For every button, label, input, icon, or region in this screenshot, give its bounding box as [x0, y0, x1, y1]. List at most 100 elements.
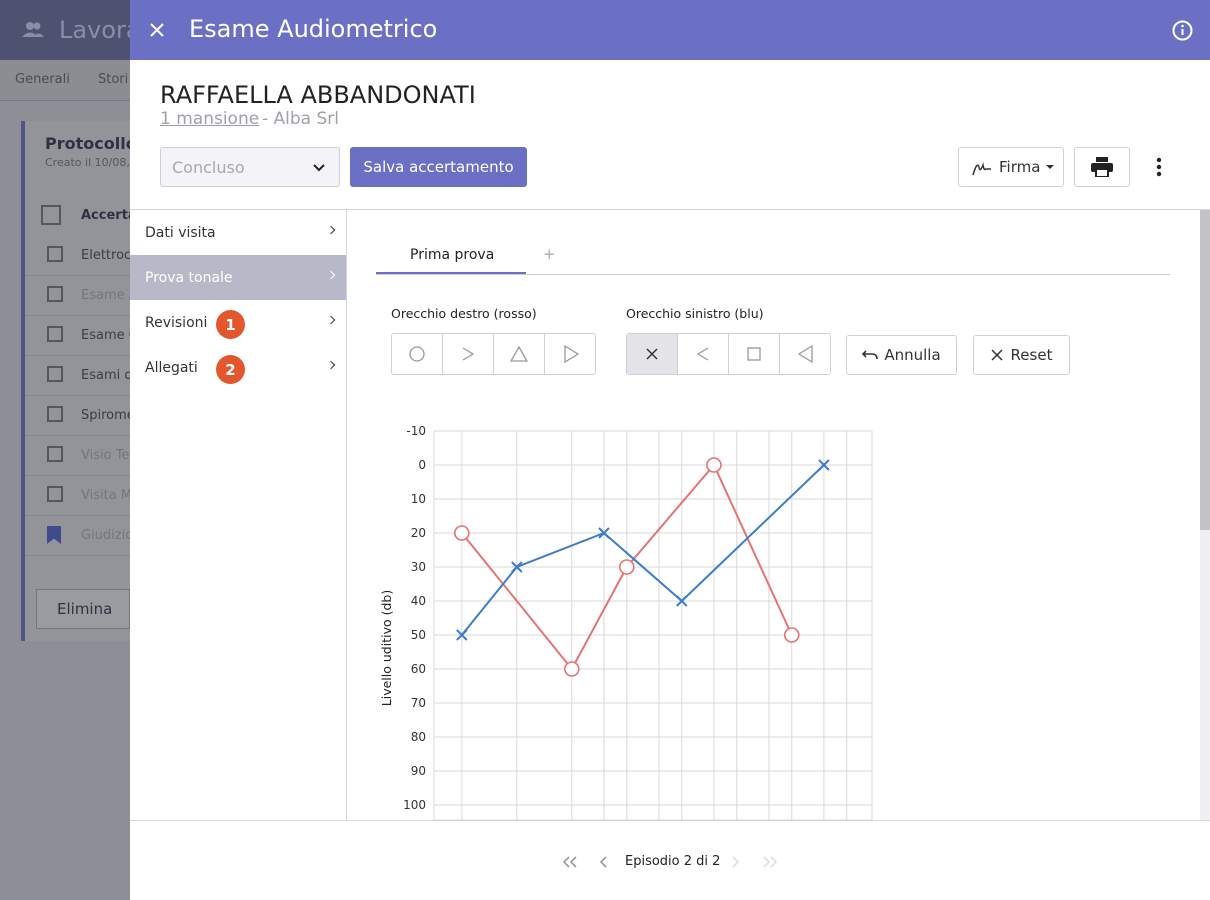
checkbox[interactable]	[41, 205, 61, 225]
save-button[interactable]: Salva accertamento	[350, 147, 527, 187]
symbol-circle[interactable]	[392, 334, 443, 374]
checkbox[interactable]	[47, 446, 63, 462]
sign-button[interactable]: Firma	[958, 147, 1064, 187]
row-line	[25, 315, 130, 316]
y-tick-label: 80	[411, 730, 426, 744]
checkbox[interactable]	[47, 406, 63, 422]
next-page[interactable]	[731, 856, 741, 868]
reset-label: Reset	[1010, 346, 1053, 364]
y-tick-label: 20	[411, 526, 426, 540]
symbol-left-triangle[interactable]	[780, 334, 831, 374]
checkbox[interactable]	[47, 486, 63, 502]
status-value: Concluso	[172, 157, 245, 177]
reset-button[interactable]: Reset	[973, 335, 1070, 375]
row-line	[25, 555, 130, 556]
close-icon[interactable]	[149, 22, 165, 38]
symbol-play[interactable]	[545, 334, 596, 374]
users-icon	[22, 22, 44, 37]
row-line	[25, 355, 130, 356]
divider	[130, 209, 1210, 210]
chevron-down	[313, 164, 325, 172]
patient-company: - Alba Srl	[262, 109, 340, 129]
list-item: Esami de	[81, 368, 141, 383]
delete-button[interactable]	[36, 589, 130, 629]
info-icon[interactable]	[1172, 20, 1193, 41]
row-line	[25, 275, 130, 276]
tab-line	[376, 274, 1170, 275]
marker	[511, 561, 523, 573]
right-symbols	[391, 333, 596, 375]
list-item: Spirome	[81, 408, 135, 423]
more-icon[interactable]	[1156, 157, 1162, 177]
symbol-x[interactable]	[627, 334, 678, 374]
symbol-gt[interactable]	[443, 334, 494, 374]
badge: 1	[216, 310, 245, 339]
sign-label: Firma	[999, 158, 1041, 176]
y-tick-label: 40	[411, 594, 426, 608]
row-line	[25, 475, 130, 476]
sidebar-item[interactable]: Allegati 2	[130, 345, 346, 390]
chevron	[326, 270, 336, 280]
save-label: Salva accertamento	[363, 158, 514, 176]
marker	[618, 559, 635, 575]
list-item: Esame A	[81, 288, 138, 303]
status-select[interactable]: Concluso	[160, 147, 340, 187]
plot-area	[433, 430, 873, 820]
symbol-square[interactable]	[729, 334, 780, 374]
y-tick-label: 70	[411, 696, 426, 710]
chevron	[326, 225, 336, 235]
marker	[706, 457, 722, 473]
last-page[interactable]	[762, 856, 778, 868]
sidebar-label: Dati visita	[145, 225, 216, 241]
sidebar-label: Allegati	[145, 360, 198, 376]
add-tab[interactable]: +	[543, 245, 556, 263]
checkbox[interactable]	[47, 246, 63, 262]
app-tab[interactable]: Stori	[98, 72, 129, 87]
undo-icon	[862, 350, 879, 360]
checkbox[interactable]	[47, 326, 63, 342]
sidebar-item[interactable]: Revisioni 1	[130, 300, 346, 345]
tab[interactable]: Prima prova	[410, 247, 495, 263]
sidebar-label: Revisioni	[145, 315, 208, 331]
symbol-lt[interactable]	[678, 334, 729, 374]
right-ear-label: Orecchio destro (rosso)	[391, 306, 537, 321]
card-subtitle: Creato il 10/08,	[45, 156, 130, 169]
modal-header: Esame Audiometrico	[130, 0, 1210, 60]
app-header	[0, 0, 130, 60]
y-tick-label: 10	[411, 492, 426, 506]
card-title: Protocollo I	[45, 134, 149, 153]
undo-button[interactable]: Annulla	[846, 335, 957, 375]
card	[21, 121, 130, 641]
delete-label: Elimina	[57, 600, 113, 618]
chevron	[326, 315, 336, 325]
app-title: Lavora	[59, 16, 141, 44]
sidebar-item[interactable]: Dati visita	[130, 210, 346, 255]
y-tick-label: 60	[411, 662, 426, 676]
caret	[1046, 165, 1054, 169]
first-page[interactable]	[562, 856, 578, 868]
patient-name: RAFFAELLA ABBANDONATI	[160, 81, 476, 109]
marker	[676, 595, 688, 607]
bookmark-icon	[47, 526, 61, 544]
print-button[interactable]	[1074, 147, 1130, 187]
pager-text: Episodio 2 di 2	[625, 854, 721, 869]
sidebar-item[interactable]: Prova tonale	[130, 255, 346, 300]
checkbox[interactable]	[47, 286, 63, 302]
sidebar: Dati visita Prova tonale Revisioni 1 Allegat…	[130, 210, 346, 820]
symbol-triangle[interactable]	[494, 334, 545, 374]
sidebar-divider	[346, 210, 347, 820]
modal: Esame Audiometrico RAFFAELLA ABBANDONATI…	[130, 0, 1210, 900]
marker	[818, 459, 830, 471]
print-icon	[1091, 157, 1113, 177]
modal-title: Esame Audiometrico	[189, 15, 438, 43]
app-tab[interactable]: Generali	[15, 72, 70, 87]
left-symbols	[626, 333, 831, 375]
patient-link[interactable]: 1 mansione	[160, 109, 260, 129]
checkbox[interactable]	[47, 366, 63, 382]
app-tabs	[0, 60, 130, 101]
list-item: Visio Tes	[81, 448, 137, 463]
list-item: Esame C	[81, 328, 138, 343]
list-item: Elettroca	[81, 248, 140, 263]
prev-page[interactable]	[598, 856, 608, 868]
